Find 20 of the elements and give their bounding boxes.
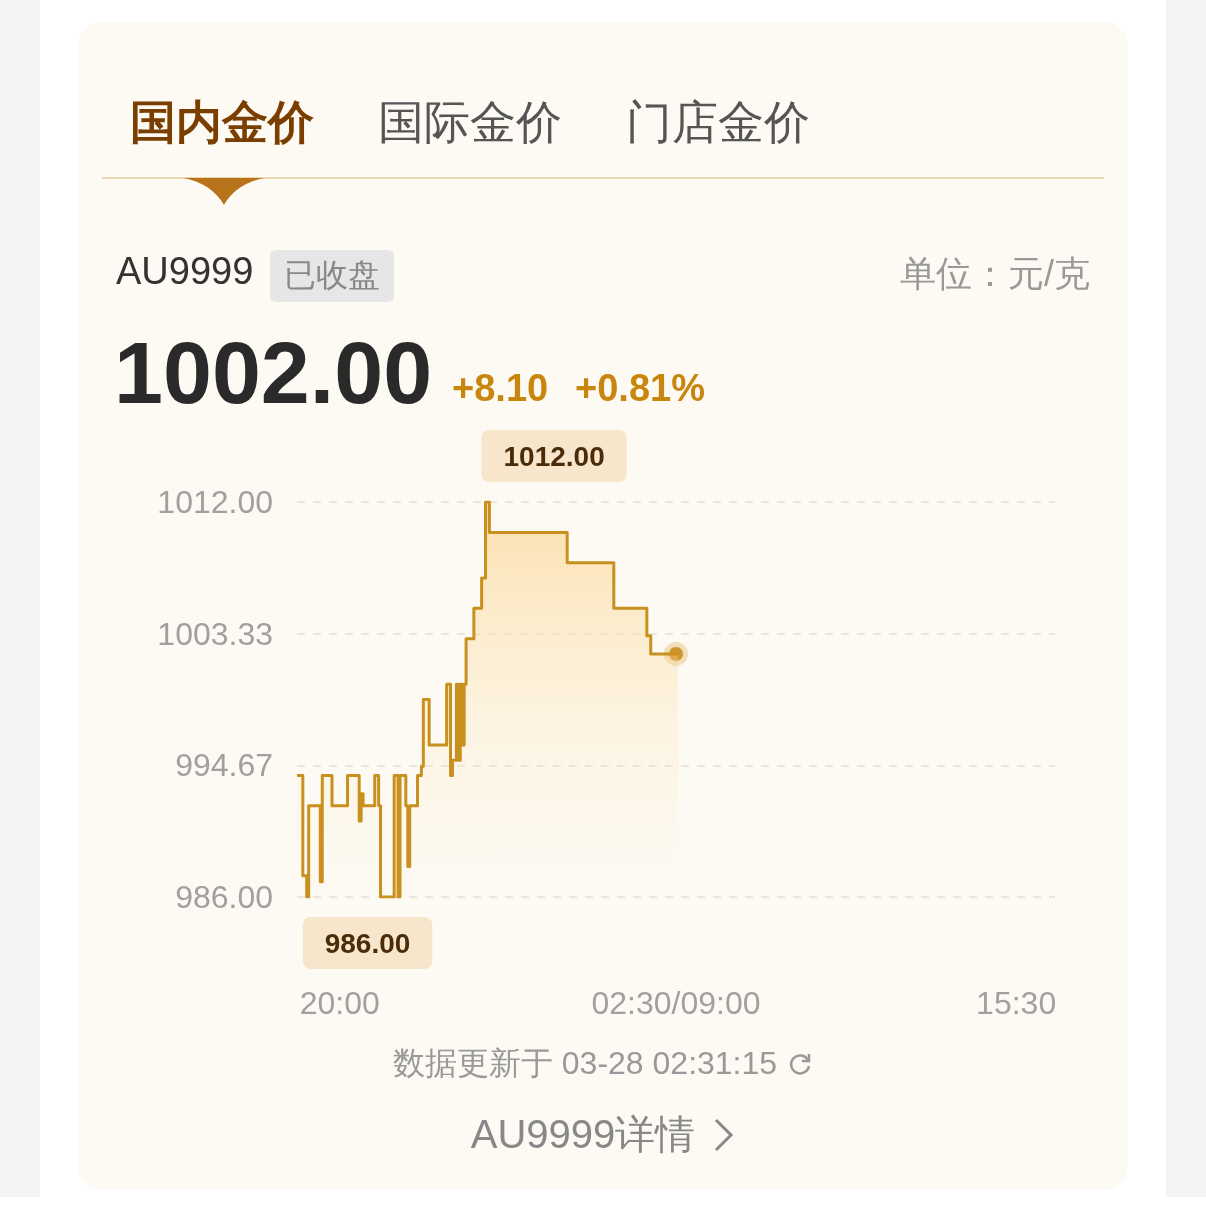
x-tick-label: 02:30/09:00 [591, 985, 761, 1021]
text: 国内金价 [130, 95, 314, 150]
text: +8.10 [452, 367, 549, 410]
chart-subtitle: 已收盘 [270, 250, 394, 302]
text: 1002.00 [114, 322, 433, 424]
text: 国际金价 [378, 95, 562, 150]
text: AU9999详情 [470, 1111, 696, 1158]
x-tick-label: 20:00 [299, 985, 380, 1021]
y-tick-label: 994.67 [175, 747, 273, 784]
text: 数据更新于 03-28 02:31:15 [392, 1044, 778, 1083]
y-tick-label: 1003.33 [157, 615, 273, 652]
text: 986.00 [324, 927, 411, 959]
text: +0.81% [575, 367, 705, 410]
y-tick-label: 1012.00 [157, 484, 273, 520]
chart-title: AU9999 [116, 250, 254, 293]
text: 门店金价 [626, 95, 810, 150]
x-tick-label: 15:30 [976, 985, 1057, 1021]
text: 1012.00 [503, 440, 605, 472]
text: 单位：元/克 [899, 252, 1090, 296]
y-tick-label: 986.00 [175, 879, 273, 915]
